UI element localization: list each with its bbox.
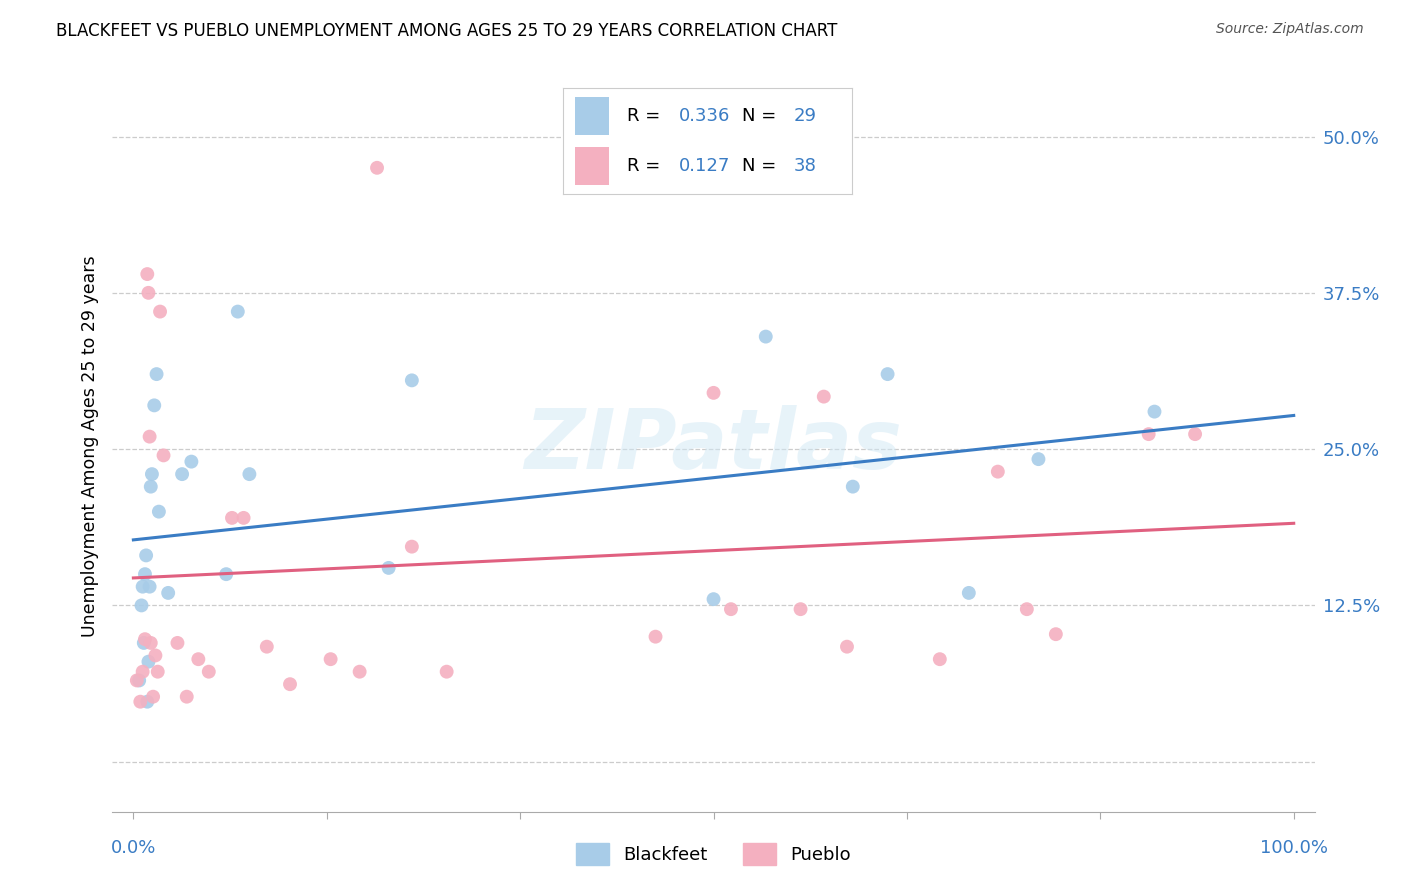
Point xyxy=(138,429,160,443)
Point xyxy=(401,373,423,387)
Text: 100.0%: 100.0% xyxy=(1260,839,1327,857)
Point xyxy=(226,304,249,318)
Point xyxy=(755,329,778,343)
Point xyxy=(215,567,238,582)
Point xyxy=(987,465,1010,479)
Point xyxy=(131,599,153,613)
Point xyxy=(702,592,725,607)
Point xyxy=(134,632,156,647)
Point xyxy=(138,285,160,300)
Point xyxy=(789,602,811,616)
Point xyxy=(1184,427,1206,442)
Point xyxy=(1028,452,1050,467)
Point xyxy=(720,602,742,616)
Point xyxy=(180,455,202,469)
Point xyxy=(134,567,156,582)
Point xyxy=(138,655,160,669)
Text: 0.0%: 0.0% xyxy=(111,839,156,857)
Point xyxy=(148,505,170,519)
Point xyxy=(136,267,159,281)
Point xyxy=(197,665,219,679)
Point xyxy=(238,467,260,482)
Point xyxy=(139,480,162,494)
Point xyxy=(319,652,342,666)
Point xyxy=(132,636,155,650)
Point xyxy=(136,695,159,709)
Point xyxy=(142,690,165,704)
Point xyxy=(401,540,423,554)
Point xyxy=(232,511,254,525)
Point xyxy=(1015,602,1038,616)
Point xyxy=(157,586,180,600)
Point xyxy=(1045,627,1067,641)
Point xyxy=(702,385,725,400)
Point xyxy=(125,673,148,688)
Text: Source: ZipAtlas.com: Source: ZipAtlas.com xyxy=(1216,22,1364,37)
Point xyxy=(129,695,152,709)
Point xyxy=(842,480,865,494)
Point xyxy=(149,304,172,318)
Point xyxy=(377,561,399,575)
Point xyxy=(152,449,174,463)
Text: ZIPatlas: ZIPatlas xyxy=(524,406,903,486)
Point xyxy=(145,367,167,381)
Point xyxy=(928,652,950,666)
Point xyxy=(166,636,188,650)
Point xyxy=(256,640,278,654)
Point xyxy=(176,690,198,704)
Point xyxy=(349,665,371,679)
Point xyxy=(131,580,153,594)
Point xyxy=(957,586,980,600)
Point xyxy=(436,665,458,679)
Point xyxy=(1143,404,1166,418)
Point xyxy=(221,511,243,525)
Point xyxy=(131,665,153,679)
Point xyxy=(1137,427,1160,442)
Point xyxy=(139,636,162,650)
Point xyxy=(278,677,301,691)
Y-axis label: Unemployment Among Ages 25 to 29 years: Unemployment Among Ages 25 to 29 years xyxy=(80,255,98,637)
Point xyxy=(135,549,157,563)
Legend: Blackfeet, Pueblo: Blackfeet, Pueblo xyxy=(569,836,858,872)
Point xyxy=(145,648,167,663)
Point xyxy=(644,630,666,644)
Point xyxy=(835,640,858,654)
Point xyxy=(172,467,194,482)
Point xyxy=(366,161,388,175)
Point xyxy=(876,367,898,381)
Text: BLACKFEET VS PUEBLO UNEMPLOYMENT AMONG AGES 25 TO 29 YEARS CORRELATION CHART: BLACKFEET VS PUEBLO UNEMPLOYMENT AMONG A… xyxy=(56,22,838,40)
Point xyxy=(143,398,166,412)
Point xyxy=(146,665,169,679)
Point xyxy=(813,390,835,404)
Point xyxy=(138,580,160,594)
Point xyxy=(128,673,150,688)
Point xyxy=(187,652,209,666)
Point xyxy=(141,467,163,482)
